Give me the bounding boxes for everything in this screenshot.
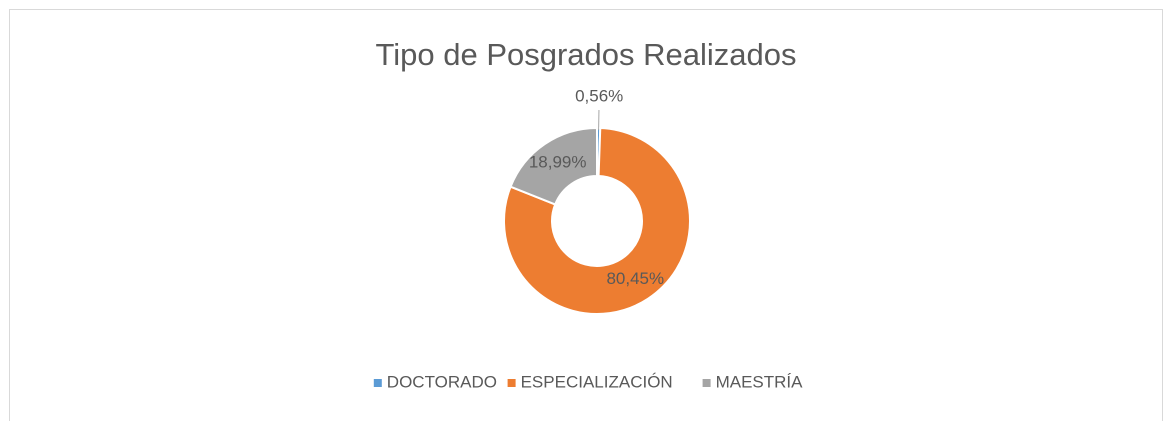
data-label: 80,45% — [606, 269, 664, 288]
data-label: 18,99% — [529, 153, 587, 172]
legend-swatch — [703, 379, 711, 387]
legend-swatch — [508, 379, 516, 387]
legend-swatch — [374, 379, 382, 387]
legend-label: DOCTORADO — [387, 372, 497, 391]
legend-label: ESPECIALIZACIÓN — [521, 372, 673, 391]
legend-label: MAESTRÍA — [716, 372, 804, 391]
data-label: 0,56% — [575, 87, 623, 106]
chart-title: Tipo de Posgrados Realizados — [375, 37, 796, 72]
